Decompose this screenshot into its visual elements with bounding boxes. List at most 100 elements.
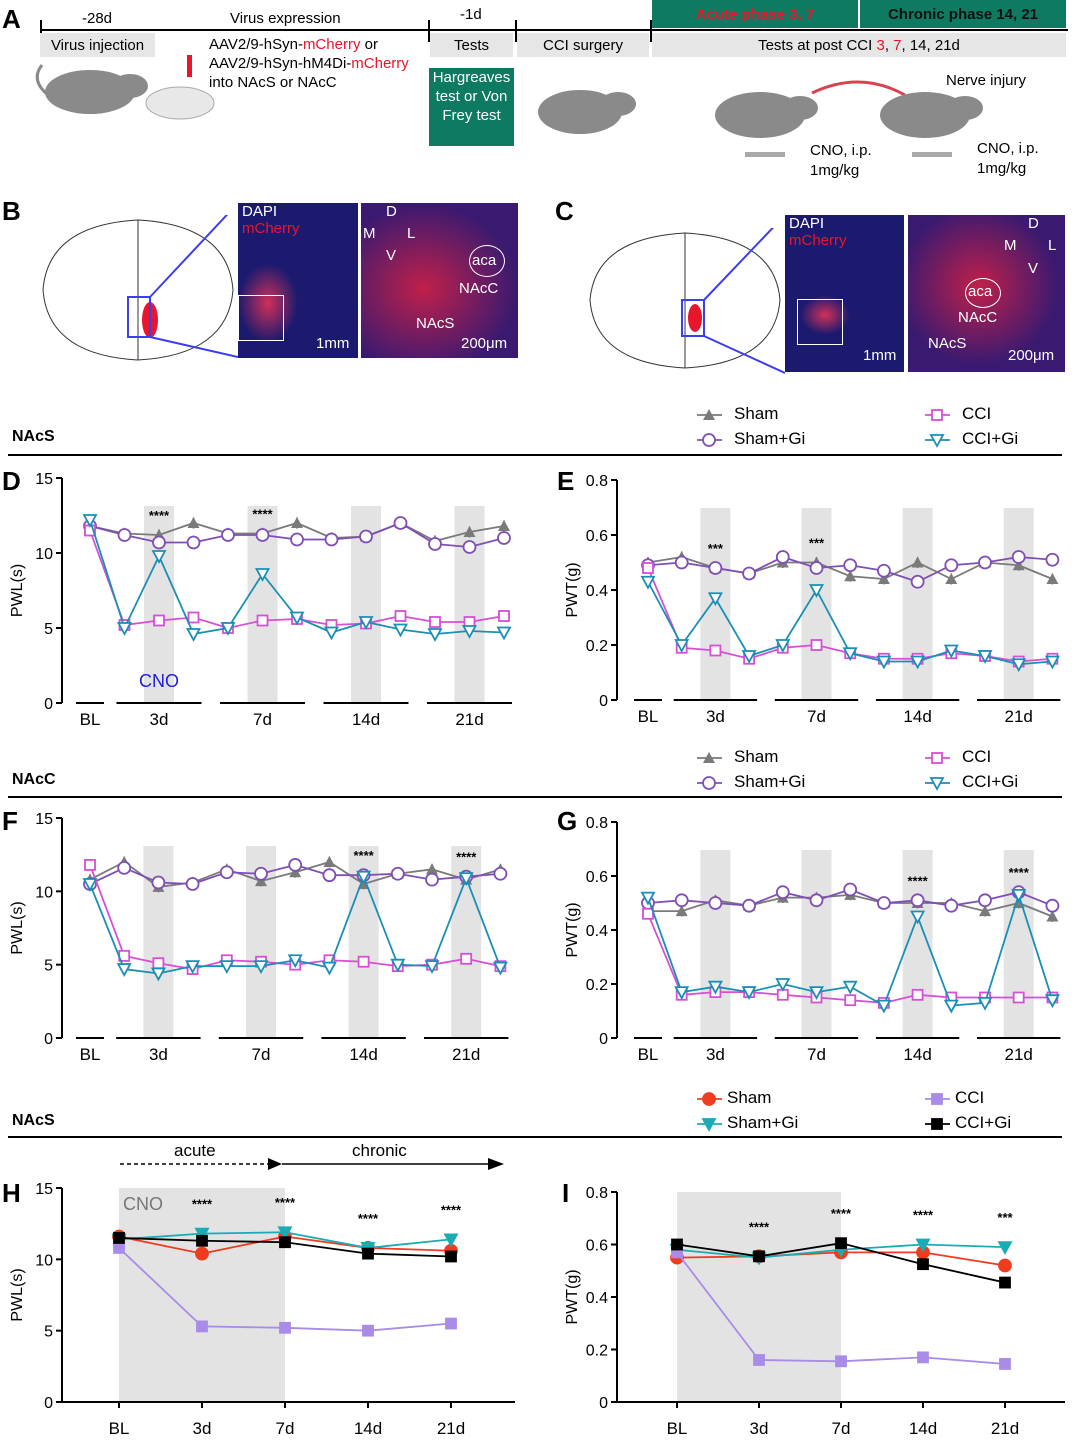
chart-D	[56, 477, 512, 704]
dorsal-label: D	[386, 203, 397, 220]
marker-circle	[428, 537, 442, 551]
marker-triangle-down	[427, 628, 443, 642]
cno-label: CNO, i.p.	[977, 140, 1039, 157]
aca-label: aca	[472, 252, 497, 269]
significance-stars: ****	[358, 1211, 379, 1226]
x-tick-label: 7d	[253, 710, 272, 729]
chart-E	[611, 479, 1061, 701]
marker-triangle-down	[458, 872, 474, 887]
marker-circle	[324, 532, 339, 547]
marker-triangle-down	[876, 999, 892, 1014]
panel-letter-f: F	[2, 806, 18, 836]
marker-square	[394, 610, 407, 622]
mcherry-label: mCherry	[789, 232, 847, 249]
panel-letter-a: A	[2, 4, 21, 34]
marker-triangle-down	[707, 980, 723, 995]
marker-square	[810, 639, 823, 651]
arrowhead-icon	[488, 1158, 504, 1170]
x-tick-label: BL	[80, 1045, 101, 1064]
marker-triangle	[945, 573, 958, 584]
x-tick-label: 21d	[452, 1045, 480, 1064]
marker-circle	[998, 1258, 1012, 1273]
marker-circle	[117, 528, 132, 542]
marker-circle	[393, 516, 408, 530]
y-tick-label: 0.2	[586, 1343, 608, 1360]
marker-triangle	[1046, 573, 1059, 584]
x-tick-label: 14d	[903, 1045, 931, 1064]
acute-phase-header: Acute phase 3, 7	[652, 0, 858, 28]
x-tick-label: 7d	[252, 1045, 271, 1064]
marker-circle	[185, 877, 200, 891]
series-cci-gi	[82, 870, 508, 982]
marker-square	[844, 994, 857, 1007]
timeline-line	[40, 29, 1068, 31]
y-tick-label: 15	[35, 811, 53, 828]
y-tick-label: 15	[35, 1181, 53, 1198]
marker-square	[152, 957, 165, 970]
significance-stars: ****	[192, 1197, 213, 1212]
dose-label: 1mg/kg	[810, 162, 860, 179]
cno-shade	[801, 850, 832, 1038]
marker-square	[362, 1247, 374, 1260]
legend-cci: CCI	[962, 747, 992, 766]
marker-triangle-down	[461, 625, 478, 639]
x-tick-label: 3d	[706, 1045, 725, 1064]
marker-square	[931, 1093, 943, 1105]
marker-square	[642, 907, 654, 920]
marker-square	[256, 614, 269, 627]
marker-circle	[425, 872, 439, 887]
marker-circle	[944, 558, 959, 573]
t: AAV2/9-hSyn-hM4Di-	[209, 55, 352, 72]
y-tick-label: 0.6	[586, 869, 608, 886]
marker-square	[753, 1250, 765, 1263]
lateral-label: L	[1048, 237, 1057, 254]
y-tick-label: 0.2	[586, 638, 608, 655]
marker-triangle-down	[674, 986, 690, 1000]
aca-label: aca	[968, 283, 993, 300]
y-tick-label: 0.4	[586, 583, 608, 600]
marker-square	[279, 1321, 291, 1334]
marker-triangle-down	[842, 980, 858, 995]
cno-shade	[454, 506, 485, 703]
panel-letter-b: B	[2, 196, 21, 226]
y-tick-label: 0.6	[586, 1238, 608, 1255]
y-tick-label: 0.8	[586, 473, 608, 490]
marker-triangle	[1012, 559, 1025, 571]
y-tick-label: 15	[35, 471, 53, 488]
mouse-icon	[880, 92, 983, 138]
injection-site	[688, 304, 702, 332]
cno-label: CNO	[123, 1194, 163, 1214]
lateral-label: L	[407, 225, 416, 242]
y-tick-label: 0.2	[586, 977, 608, 994]
marker-triangle	[703, 409, 715, 420]
significance-stars: ****	[441, 1202, 462, 1217]
timeline-tick	[650, 20, 652, 42]
marker-triangle	[877, 573, 890, 584]
marker-triangle-down	[289, 611, 305, 626]
x-tick-label: 21d	[1005, 1045, 1033, 1064]
heat-source-icon	[745, 152, 785, 157]
y-tick-label: 0	[44, 1031, 53, 1048]
marker-triangle-down	[219, 960, 235, 975]
x-tick-label: BL	[80, 710, 101, 729]
marker-square	[917, 1351, 929, 1364]
cno-shade	[119, 1188, 285, 1402]
series-cci-gi	[82, 514, 512, 642]
dorsal-label: D	[1028, 215, 1039, 232]
marker-circle	[708, 896, 723, 910]
marker-circle	[674, 555, 689, 570]
marker-square	[999, 1358, 1011, 1370]
marker-triangle-down	[775, 978, 791, 992]
y-tick-label: 0	[599, 1031, 608, 1048]
marker-triangle-down	[82, 514, 98, 528]
x-tick-label: BL	[638, 1045, 659, 1064]
medial-label: M	[363, 225, 376, 242]
series-cci-gi	[671, 1237, 1011, 1289]
section-title: NAcC	[12, 771, 56, 788]
marker-circle	[809, 561, 824, 575]
marker-triangle	[187, 517, 200, 528]
y-tick-label: 0	[599, 693, 608, 710]
y-tick-label: 10	[35, 884, 53, 901]
significance-stars: ***	[997, 1210, 1013, 1225]
